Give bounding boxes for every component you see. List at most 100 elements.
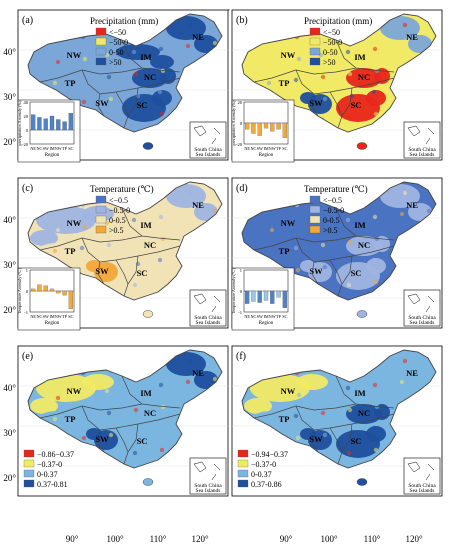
region-label-nw: NW <box>281 218 296 228</box>
region-label-ne: NE <box>192 368 204 378</box>
panel-letter: (f) <box>236 351 246 362</box>
bar-mark <box>270 122 275 132</box>
legend-label: −0.37-0 <box>251 460 276 469</box>
x-tick-label: TP <box>62 146 68 151</box>
bar-x-label: Region <box>259 153 274 158</box>
region-patch-ne <box>194 203 218 221</box>
speckle <box>79 77 85 83</box>
region-patch-im <box>116 44 160 60</box>
speckle <box>212 208 218 214</box>
y-tick-label: 0 <box>26 289 29 294</box>
panel-letter: (d) <box>236 183 248 194</box>
bar-mark <box>49 288 55 292</box>
region-patch-nw <box>244 62 272 78</box>
speckle <box>402 190 408 196</box>
region-label-tp: TP <box>65 246 76 256</box>
region-label-tp: TP <box>279 78 290 88</box>
region-patch-im <box>330 44 374 60</box>
bar-y-label: Temperature Anomaly (℃) <box>17 267 22 314</box>
speckle <box>132 114 138 120</box>
inset-caption-line1: South China <box>408 483 436 489</box>
speckle <box>185 211 191 217</box>
x-tick-label: TP <box>62 314 68 319</box>
inset-caption-line2: Sea Islands <box>196 320 221 326</box>
speckle <box>108 96 114 102</box>
region-patch-nw <box>244 230 272 246</box>
x-tick-label: SC <box>68 146 73 151</box>
region-patch-sc <box>366 426 386 442</box>
speckle <box>131 217 137 223</box>
legend-swatch <box>309 37 321 46</box>
hainan-island <box>356 310 368 318</box>
region-label-tp: TP <box>279 246 290 256</box>
region-border <box>123 423 139 465</box>
region-border <box>39 237 83 251</box>
hainan-island <box>356 142 368 150</box>
speckle <box>188 190 194 196</box>
legend-label: 0-0.37 <box>37 470 58 479</box>
region-patch-sw <box>86 428 102 440</box>
region-patch-ne <box>408 371 432 389</box>
speckle <box>372 382 378 388</box>
region-patch-im <box>364 55 388 69</box>
bar-mark <box>282 290 287 308</box>
y-tick-label: 20 <box>24 114 29 119</box>
region-border <box>115 259 129 285</box>
speckle <box>320 410 326 416</box>
region-label-sw: SW <box>95 98 109 108</box>
panel-letter: (b) <box>236 15 248 26</box>
x-tick-label: IM <box>263 146 268 151</box>
region-patch-ne <box>194 371 218 389</box>
inset-islands <box>211 127 221 145</box>
region-label-sw: SW <box>309 266 323 276</box>
y-tick-label: -20 <box>236 142 243 147</box>
region-border <box>115 91 129 117</box>
lat-label: 30° <box>3 92 16 102</box>
y-tick-label: -20 <box>22 142 29 147</box>
x-tick-label: IM <box>49 146 54 151</box>
speckle <box>55 59 61 65</box>
panel-letter: (c) <box>22 183 33 194</box>
region-border <box>81 403 143 411</box>
speckle <box>133 239 139 245</box>
speckle <box>266 80 272 86</box>
region-label-nw: NW <box>281 50 296 60</box>
speckle <box>426 208 432 214</box>
speckle <box>132 282 138 288</box>
inset-caption-line1: South China <box>408 315 436 321</box>
region-patch-nc <box>346 68 382 88</box>
speckle <box>188 22 194 28</box>
region-patch-im <box>150 391 174 405</box>
region-label-sc: SC <box>137 436 148 446</box>
region-patch-im <box>116 212 160 228</box>
speckle <box>106 410 112 416</box>
region-label-ne: NE <box>192 200 204 210</box>
speckle <box>108 264 114 270</box>
inset-frame <box>189 457 227 495</box>
legend-swatch <box>237 469 249 478</box>
speckle <box>426 40 432 46</box>
bar-mark <box>251 290 256 302</box>
y-tick-label: 0 <box>240 121 243 126</box>
bar-mark <box>68 113 73 131</box>
legend-title: Temperature (℃) <box>90 184 154 194</box>
speckle <box>157 89 163 95</box>
x-tick-label: SW <box>43 146 49 151</box>
bar-y-label: precipitation Anomaly (%) <box>231 100 236 145</box>
speckle <box>371 257 377 263</box>
speckle <box>402 22 408 28</box>
legend-label: −0.37-0 <box>37 460 62 469</box>
region-border <box>337 87 353 129</box>
region-border <box>311 429 319 453</box>
region-label-ne: NE <box>406 200 418 210</box>
region-patch-nw <box>82 374 114 390</box>
region-patch-sw <box>300 260 316 272</box>
legend-label: −0.94−0.37 <box>251 450 288 459</box>
speckle <box>293 413 299 419</box>
speckle <box>296 56 302 62</box>
x-tick-label: SW <box>257 146 263 151</box>
bar-x-label: Region <box>259 321 274 326</box>
